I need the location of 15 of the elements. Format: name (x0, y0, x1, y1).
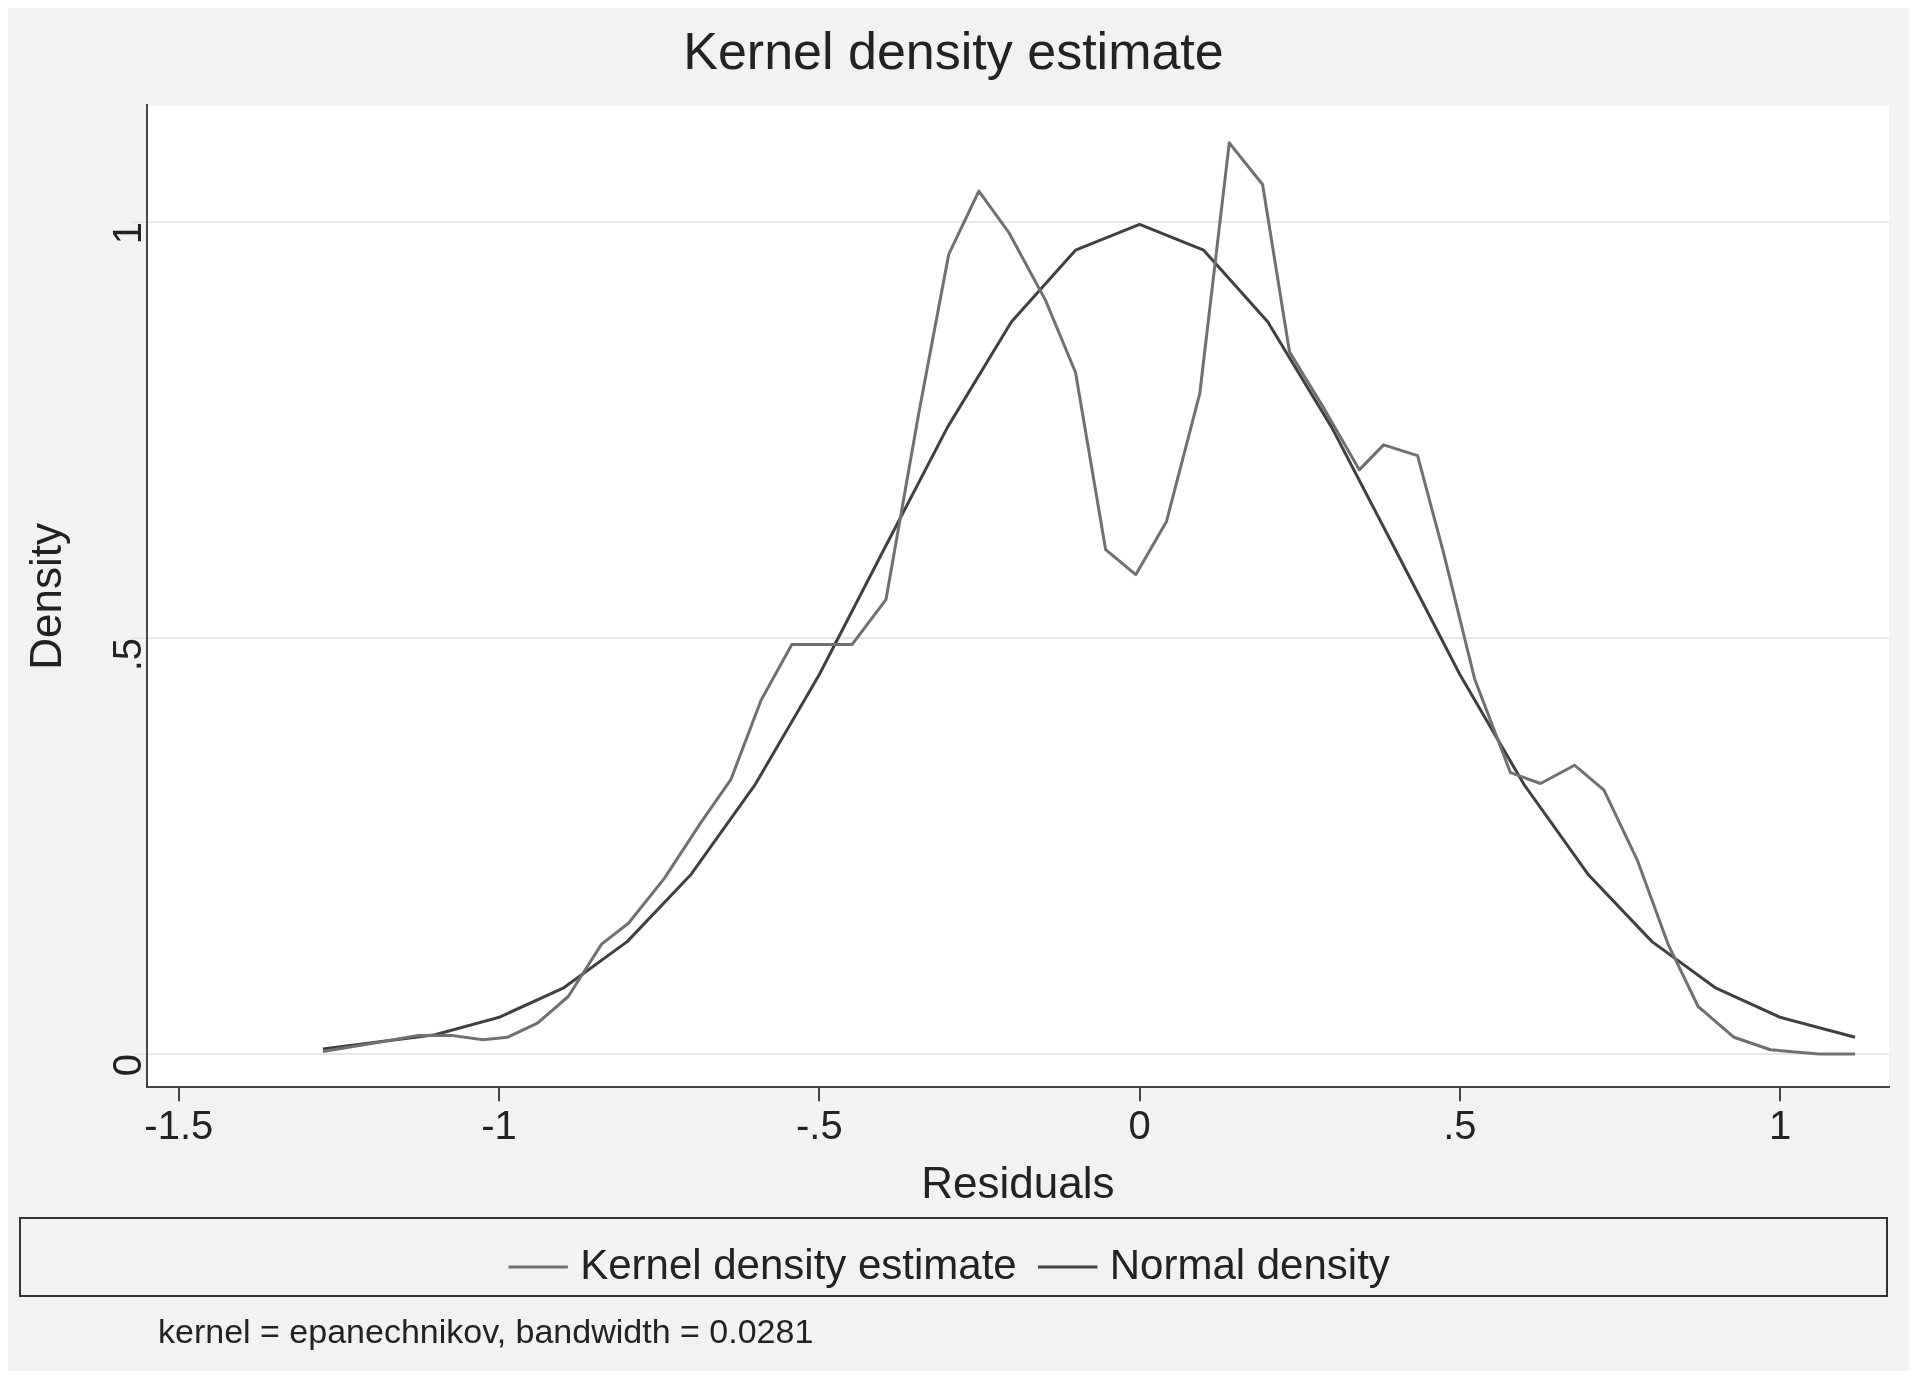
x-tick-label: -1 (481, 1103, 517, 1148)
y-tick-label: 1 (104, 221, 149, 245)
y-tick-label: .5 (104, 637, 149, 672)
x-tick-label: -.5 (796, 1103, 843, 1148)
text: kernel = epanechnikov, bandwidth = 0.0281 (157, 1311, 815, 1352)
chart-title: Kernel density estimate (683, 21, 1224, 80)
x-tick-label: -1.5 (144, 1103, 214, 1148)
x-axis-title: Residuals (921, 1157, 1115, 1207)
legend-label: Kernel density estimate (580, 1240, 1017, 1288)
x-tick-label: 0 (1128, 1103, 1151, 1148)
x-tick-label: .5 (1443, 1103, 1477, 1148)
legend-label: Normal density (1109, 1240, 1390, 1288)
x-tick-label: 1 (1768, 1103, 1792, 1148)
y-axis-title: Density (20, 522, 70, 670)
y-tick-label: 0 (104, 1053, 149, 1077)
